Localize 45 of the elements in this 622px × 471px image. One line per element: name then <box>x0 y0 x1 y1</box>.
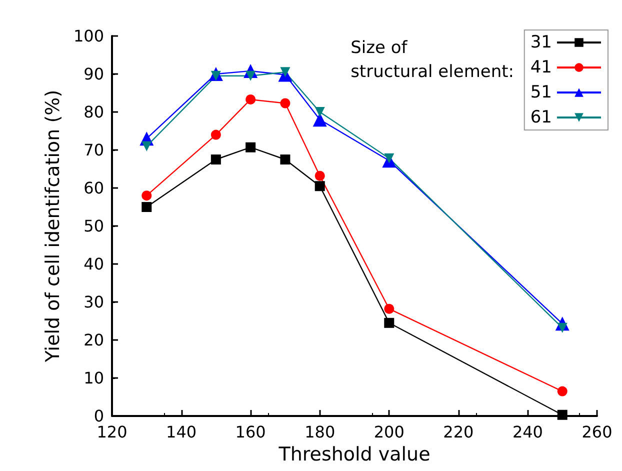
x-axis-title: Threshold value <box>278 443 430 466</box>
point <box>210 130 221 140</box>
y-tick-label: 60 <box>84 178 104 198</box>
y-tick-label: 40 <box>84 254 104 274</box>
x-tick-label: 240 <box>512 422 543 442</box>
y-tick-label: 100 <box>73 26 104 46</box>
point <box>557 386 568 396</box>
point <box>210 154 221 164</box>
point <box>142 190 152 201</box>
y-tick-label: 10 <box>84 368 104 388</box>
x-tick-label: 200 <box>374 422 404 442</box>
y-tick-label: 80 <box>84 102 104 122</box>
y-tick-label: 50 <box>84 216 104 236</box>
point <box>312 112 327 127</box>
x-tick-label: 180 <box>304 422 336 442</box>
point <box>142 202 152 212</box>
point <box>246 94 256 104</box>
legend-label: 31 <box>530 32 552 52</box>
x-tick-label: 220 <box>443 422 474 442</box>
point <box>314 181 325 192</box>
point <box>142 141 152 152</box>
point <box>384 153 394 164</box>
annotation: Size of structural element: <box>350 38 514 82</box>
y-tick-label: 0 <box>94 406 104 426</box>
point <box>246 142 256 152</box>
point <box>280 154 290 164</box>
point <box>314 107 325 117</box>
x-tick-label: 160 <box>235 422 266 442</box>
y-tick-label: 70 <box>84 140 104 160</box>
point <box>384 304 394 314</box>
point <box>280 98 290 108</box>
y-axis-title: Yield of cell identifcation (%) <box>42 90 64 364</box>
point <box>384 318 394 328</box>
point <box>557 410 568 420</box>
legend-label: 61 <box>530 108 552 128</box>
x-tick-label: 120 <box>96 422 128 442</box>
point <box>280 67 290 78</box>
legend-label: 51 <box>530 82 552 102</box>
x-tick-label: 140 <box>166 422 197 442</box>
y-tick-label: 20 <box>84 330 104 350</box>
y-tick-label: 30 <box>84 292 104 312</box>
y-tick-label: 90 <box>84 64 104 84</box>
legend-label: 41 <box>530 58 552 78</box>
point <box>314 170 325 181</box>
x-tick-label: 260 <box>582 422 612 442</box>
